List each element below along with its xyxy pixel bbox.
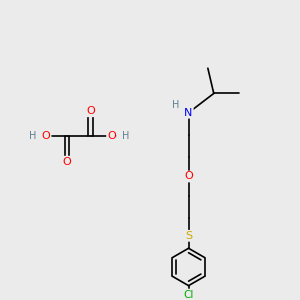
Text: N: N <box>184 108 193 118</box>
Text: S: S <box>185 231 192 241</box>
Text: O: O <box>63 157 71 167</box>
Text: H: H <box>172 100 179 110</box>
Text: H: H <box>122 131 129 141</box>
Text: O: O <box>86 106 95 116</box>
Text: O: O <box>184 172 193 182</box>
Text: O: O <box>42 131 51 141</box>
Text: H: H <box>28 131 36 141</box>
Text: O: O <box>107 131 116 141</box>
Text: Cl: Cl <box>183 290 194 299</box>
